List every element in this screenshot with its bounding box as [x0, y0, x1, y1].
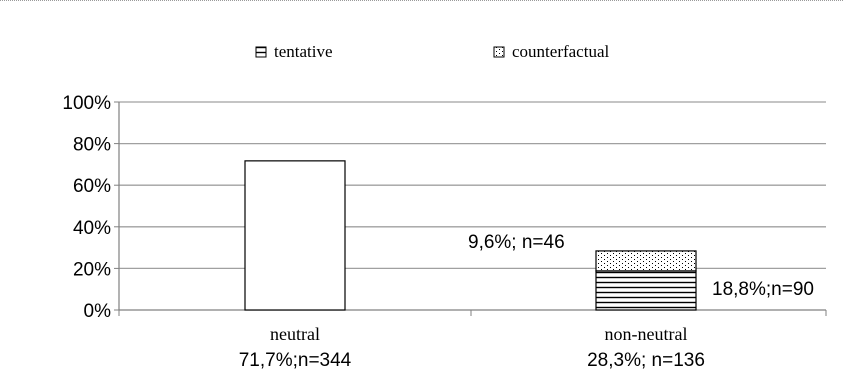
legend-label-tentative: tentative: [274, 42, 333, 61]
y-tick-label: 60%: [73, 176, 111, 197]
x-category-detail: 71,7%;n=344: [239, 350, 352, 371]
y-tick-label: 80%: [73, 135, 111, 156]
bar-non-neutral-tentative: [595, 270, 697, 311]
y-axis-ticks: 0% 20% 40% 60% 80% 100%: [62, 93, 119, 322]
y-tick-label: 20%: [73, 259, 111, 280]
y-tick-label: 100%: [62, 93, 111, 114]
legend-swatch-counterfactual: [493, 46, 505, 58]
x-axis-labels: neutral 71,7%;n=344 non-neutral 28,3%; n=13…: [239, 324, 705, 371]
legend-label-counterfactual: counterfactual: [512, 42, 609, 61]
y-tick-label: 0%: [84, 301, 112, 322]
bar-non-neutral-counterfactual: [595, 250, 697, 272]
data-label-counterfactual: 9,6%; n=46: [468, 232, 565, 253]
legend-item-counterfactual: counterfactual: [493, 42, 609, 61]
legend: tentative counterfactual: [255, 42, 609, 61]
legend-swatch-tentative: [255, 46, 267, 58]
x-category-label: neutral: [270, 324, 320, 344]
bars: [244, 160, 697, 311]
bar-neutral: [244, 160, 346, 311]
gridlines: [119, 101, 826, 270]
axes: [118, 102, 827, 316]
data-label-tentative: 18,8%;n=90: [712, 279, 814, 300]
x-category-label: non-neutral: [605, 324, 688, 344]
y-tick-label: 40%: [73, 218, 111, 239]
data-labels: 9,6%; n=46 18,8%;n=90: [468, 232, 814, 300]
legend-item-tentative: tentative: [255, 42, 333, 61]
x-category-detail: 28,3%; n=136: [587, 350, 705, 371]
